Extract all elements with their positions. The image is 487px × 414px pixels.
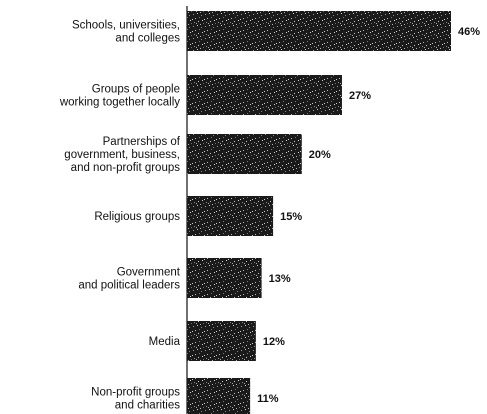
bar (187, 196, 274, 236)
data-label: 20% (309, 149, 331, 161)
category-label-line: government, business, (64, 149, 180, 161)
data-label: 11% (257, 393, 279, 405)
category-label: Non-profit groups and charities (91, 386, 180, 411)
category-label-line: Government (117, 266, 181, 278)
category-label: Schools, universities, and colleges (72, 19, 180, 44)
data-label: 15% (280, 211, 302, 223)
bar (187, 11, 451, 51)
category-label-line: Media (149, 336, 181, 348)
data-label: 27% (349, 90, 371, 102)
category-label: Groups of people working together locally (59, 83, 180, 108)
bar (187, 321, 256, 361)
category-label-line: Non-profit groups (91, 386, 180, 398)
category-label-line: working together locally (59, 97, 180, 109)
category-label-line: Schools, universities, (72, 19, 180, 31)
category-label-line: and non-profit groups (71, 162, 181, 174)
bar (187, 378, 251, 414)
bar (187, 258, 262, 298)
data-label: 46% (458, 26, 480, 38)
category-label: Government and political leaders (78, 266, 180, 291)
category-label-line: and charities (115, 400, 180, 412)
category-label-line: Groups of people (92, 83, 180, 95)
category-label-line: Partnerships of (103, 136, 181, 148)
category-label: Partnerships of government, business, and … (64, 136, 180, 174)
category-label: Media (149, 336, 181, 348)
data-label: 12% (263, 336, 285, 348)
category-label-line: and colleges (115, 33, 180, 45)
bar (187, 75, 342, 115)
category-label: Religious groups (94, 211, 180, 223)
data-label: 13% (269, 273, 291, 285)
category-label-line: Religious groups (94, 211, 180, 223)
bar (187, 134, 302, 174)
category-label-line: and political leaders (78, 280, 180, 292)
